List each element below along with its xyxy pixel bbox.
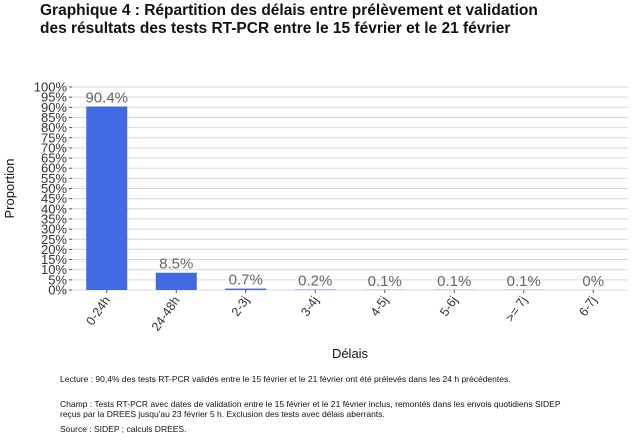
x-tick-label: 4-5j: [368, 294, 391, 319]
x-tick-label: 3-4j: [298, 294, 321, 319]
y-tick-label: 35%: [41, 211, 67, 226]
bar: [86, 106, 128, 290]
data-label: 0%: [582, 273, 604, 290]
y-tick-label: 30%: [41, 222, 67, 237]
y-tick-label: 95%: [41, 90, 67, 105]
data-label: 0.1%: [437, 273, 471, 290]
x-tick-label: 5-6j: [437, 294, 460, 319]
note-source: Source : SIDEP ; calculs DREES.: [60, 423, 187, 434]
y-tick-label: 85%: [41, 110, 67, 125]
y-tick-label: 50%: [41, 181, 67, 196]
y-tick-label: 70%: [41, 140, 67, 155]
y-tick-label: 60%: [41, 161, 67, 176]
y-tick-label: 80%: [41, 120, 67, 135]
x-tick-label: >= 7j: [503, 294, 530, 325]
y-tick-label: 55%: [41, 171, 67, 186]
y-tick-label: 0%: [48, 283, 67, 298]
y-tick-label: 25%: [41, 232, 67, 247]
x-tick-label: 24-48h: [149, 294, 183, 334]
y-tick-label: 20%: [41, 242, 67, 257]
chart-title: Graphique 4 : Répartition des délais ent…: [40, 2, 620, 38]
y-tick-label: 45%: [41, 191, 67, 206]
data-label: 0.1%: [507, 273, 541, 290]
data-label: 0.1%: [368, 273, 402, 290]
bar: [225, 288, 267, 290]
y-tick-label: 100%: [34, 80, 68, 95]
y-tick-label: 5%: [48, 272, 67, 287]
data-label: 8.5%: [159, 256, 193, 273]
x-tick-label: 2-3j: [229, 294, 252, 319]
x-tick-label: 6-7j: [576, 294, 599, 319]
y-tick-label: 75%: [41, 130, 67, 145]
y-tick-label: 10%: [41, 262, 67, 277]
x-tick-label: 0-24h: [83, 294, 113, 328]
data-label: 90.4%: [85, 89, 128, 106]
data-label: 0.2%: [298, 273, 332, 290]
bar-chart: 0%5%10%15%20%25%30%35%40%45%50%55%60%65%…: [2, 80, 628, 361]
y-tick-label: 40%: [41, 201, 67, 216]
y-axis-label: Proportion: [2, 159, 17, 219]
note-champ-line-1: Champ : Tests RT-PCR avec dates de valid…: [60, 398, 561, 409]
y-tick-label: 15%: [41, 252, 67, 267]
y-tick-label: 90%: [41, 100, 67, 115]
x-axis-label: Délais: [332, 346, 369, 361]
chart-notes: Lecture : 90,4% des tests RT-PCR validés…: [60, 374, 620, 434]
data-label: 0.7%: [229, 272, 263, 289]
note-champ-line-2: reçus par la DREES jusqu'au 23 février 5…: [60, 409, 385, 419]
note-lecture: Lecture : 90,4% des tests RT-PCR validés…: [60, 374, 511, 384]
chart-title-line-2: des résultats des tests RT-PCR entre le …: [40, 20, 511, 37]
y-tick-label: 65%: [41, 151, 67, 166]
chart-title-line-1: Graphique 4 : Répartition des délais ent…: [40, 2, 538, 19]
bar: [155, 272, 197, 290]
